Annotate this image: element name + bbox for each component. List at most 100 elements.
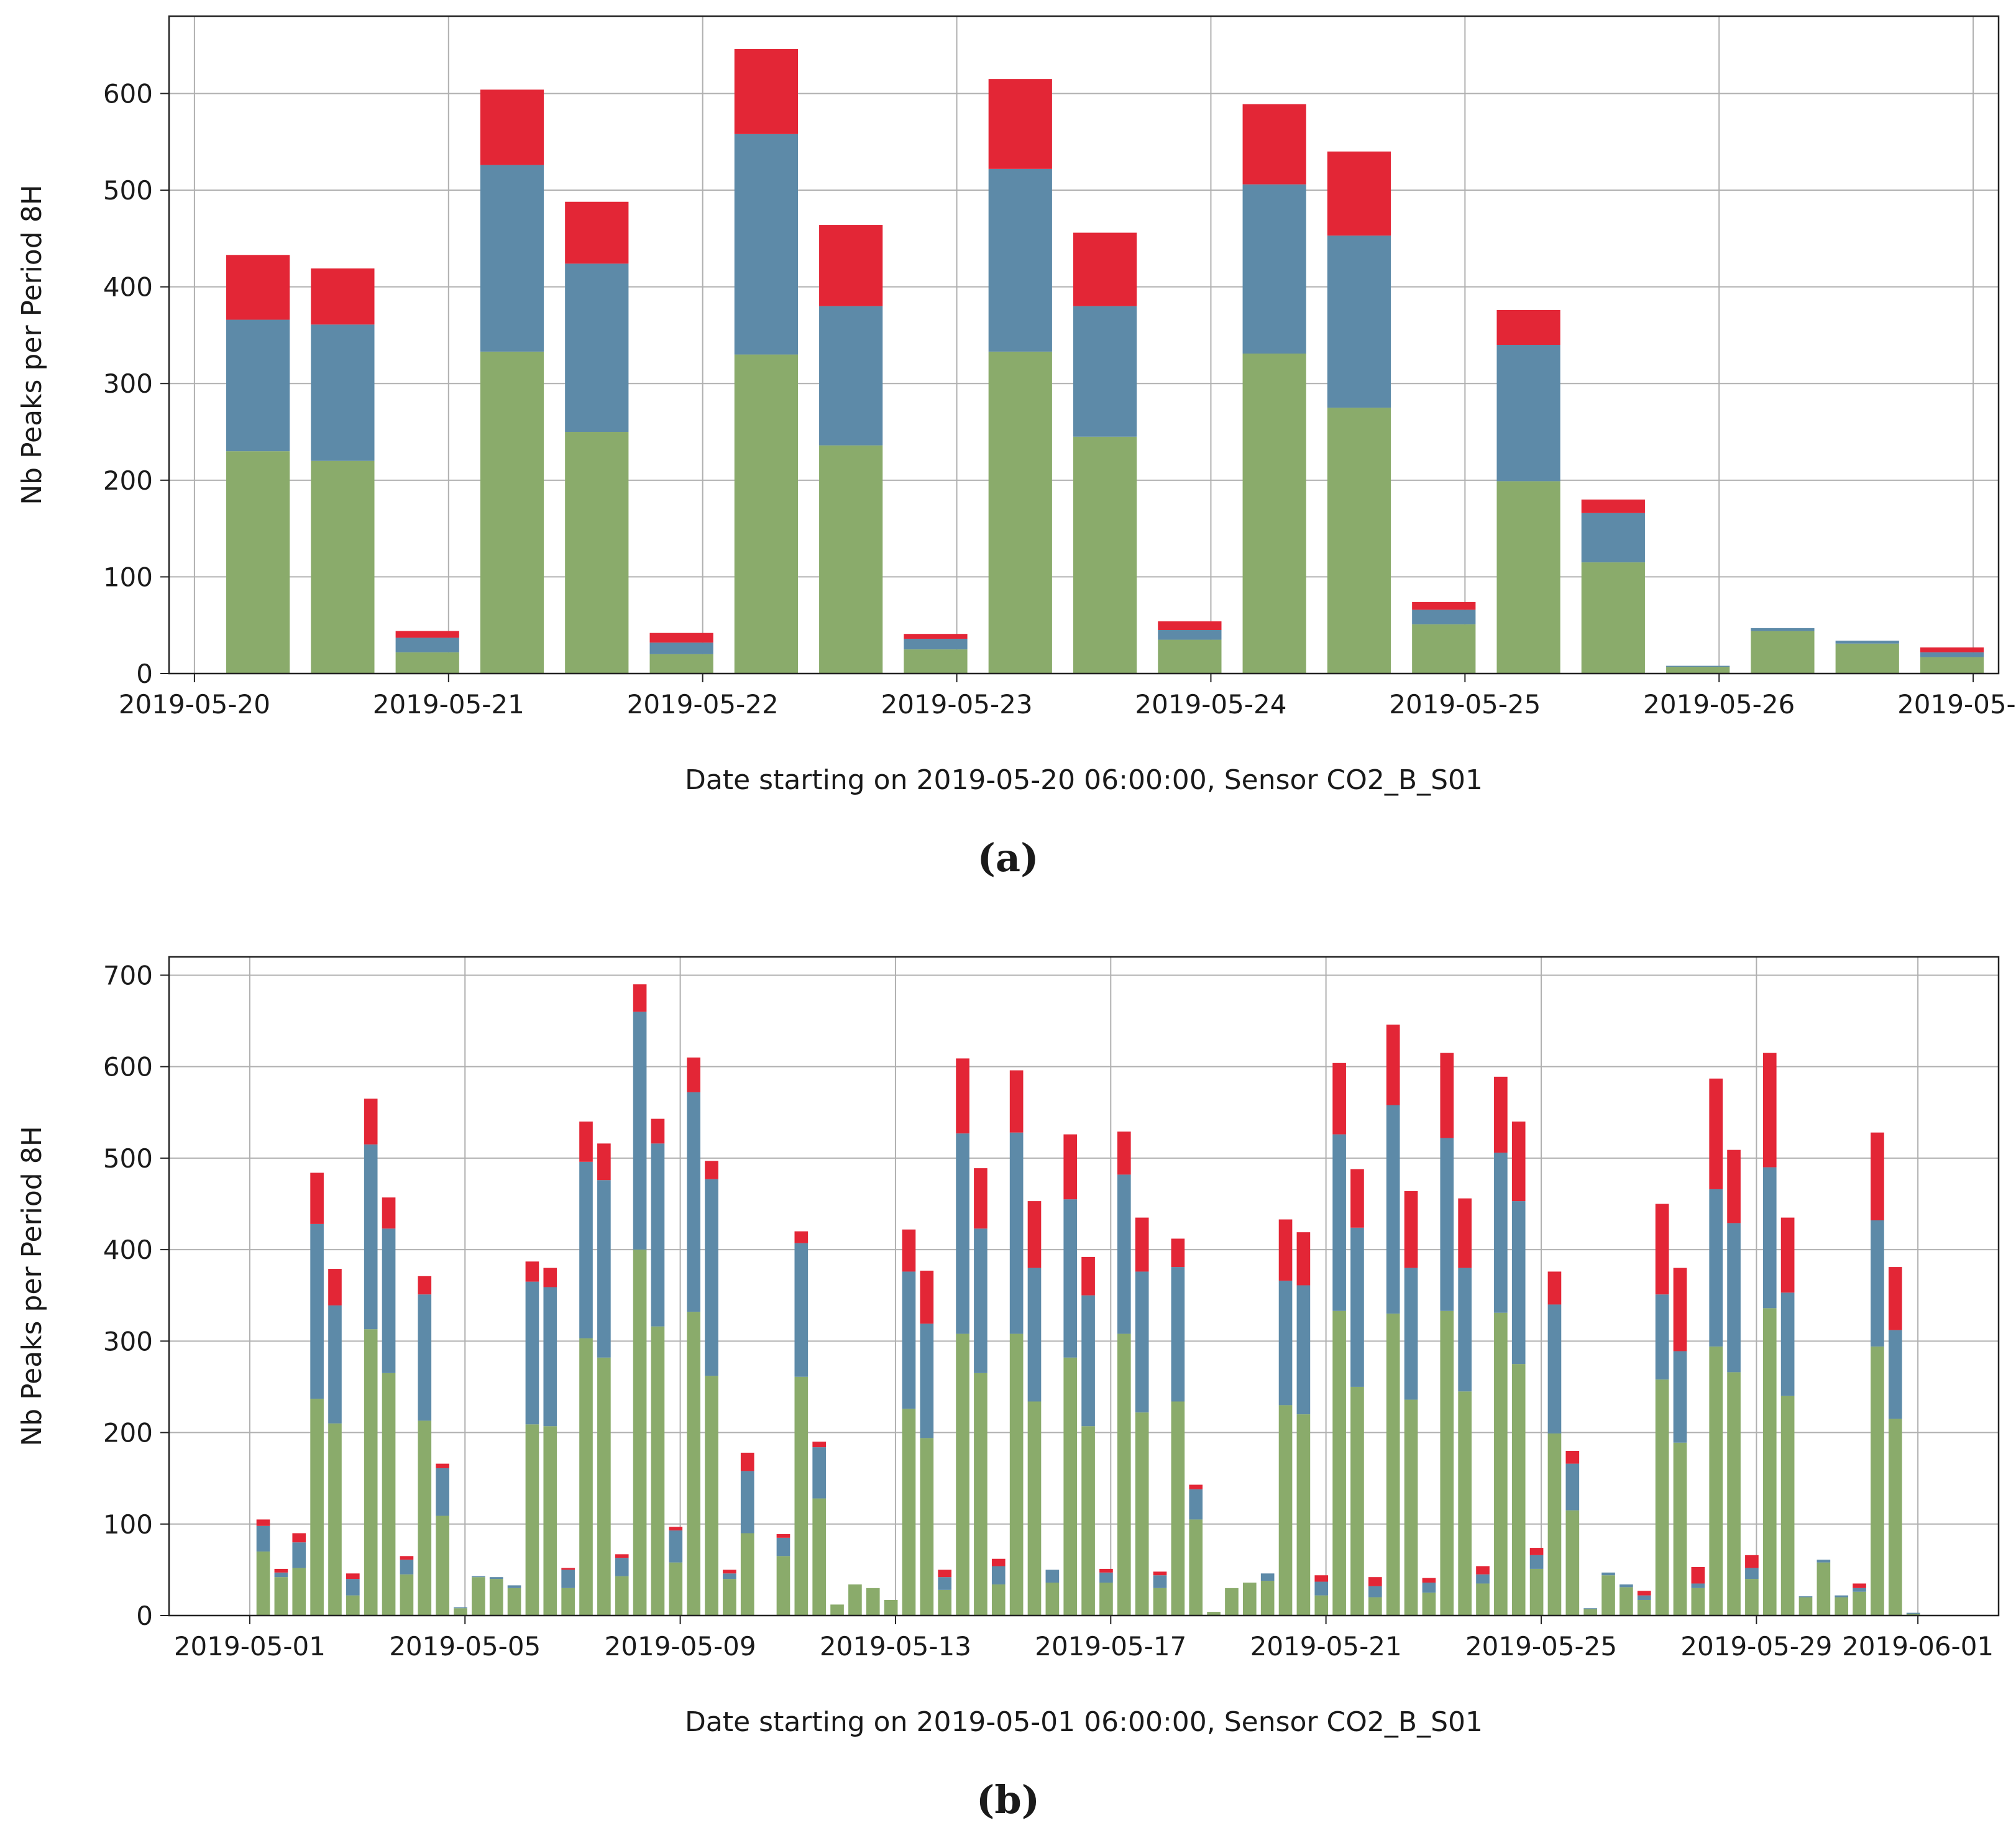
bar-blue [1189,1489,1203,1520]
bar-blue [561,1570,575,1588]
bar-red [1920,647,1984,652]
y-tick-label: 0 [136,659,153,689]
bar-green [1412,624,1476,674]
bar-blue [1332,1134,1346,1311]
bar-blue [649,642,713,654]
y-tick-label: 500 [103,175,153,206]
bar-blue [543,1287,557,1427]
bar-red [1727,1150,1741,1223]
y-axis-label: Nb Peaks per Period 8H [16,1126,48,1447]
bar-green [489,1579,503,1616]
bar-green [1368,1597,1382,1616]
bar-blue [1081,1295,1095,1427]
bar-blue [1727,1223,1741,1373]
bar-green [1583,1609,1597,1616]
bar-green [794,1376,809,1616]
bar-green [615,1576,629,1616]
bar-green [472,1577,485,1616]
bar-blue [382,1228,396,1373]
bars-a [226,48,1984,674]
bar-green [669,1562,683,1616]
bar-red [1189,1484,1203,1489]
bar-blue [991,1566,1006,1584]
x-tick-label: 2019-05-20 [119,689,270,720]
bar-blue [1835,1595,1849,1598]
bar-red [364,1099,378,1145]
bar-red [1117,1131,1131,1175]
bar-green [1158,639,1222,674]
bar-green [1673,1442,1687,1616]
bar-red [1780,1217,1795,1293]
bar-green [705,1376,718,1616]
bar-red [740,1452,754,1471]
bar-red [723,1570,736,1574]
x-tick-label: 2019-05-21 [1250,1631,1402,1662]
bar-green [274,1577,288,1616]
bar-blue [1581,513,1645,563]
bar-green [561,1588,575,1616]
x-tick-label: 2019-05-27 [1897,689,2016,720]
bar-green [1817,1562,1831,1616]
bar-red [1511,1122,1526,1202]
bar-red [1691,1566,1705,1584]
bar-green [830,1604,844,1616]
y-tick-label: 100 [103,1509,153,1540]
bar-red [480,89,544,165]
bar-red [1368,1577,1382,1586]
bar-green [1260,1581,1275,1616]
bar-blue [920,1323,934,1438]
bar-red [633,984,647,1012]
bar-blue [395,638,459,652]
bar-red [776,1534,790,1538]
bar-green [1798,1597,1813,1616]
bar-red [669,1527,683,1531]
bars-b [256,984,1920,1616]
bar-blue [364,1144,378,1330]
bar-red [328,1269,342,1305]
bar-blue [1027,1268,1042,1402]
bar-blue [1260,1573,1275,1581]
bar-blue [740,1471,754,1534]
bar-blue [1099,1572,1113,1583]
bar-green [454,1608,467,1616]
bar-blue [1511,1201,1526,1364]
bar-blue [1135,1271,1149,1413]
bar-green [1314,1595,1329,1616]
bar-red [400,1556,414,1560]
bar-red [1547,1271,1562,1305]
bar-green [1073,436,1137,674]
bar-green [1440,1310,1454,1616]
bar-green [1762,1308,1777,1616]
bar-red [687,1057,700,1092]
bar-green [1620,1587,1633,1616]
bar-green [1225,1588,1239,1616]
bar-green [1476,1583,1490,1616]
bar-green [776,1556,790,1616]
bar-green [1494,1312,1508,1616]
bar-green [543,1426,557,1616]
bar-red [794,1231,809,1243]
bar-red [651,1118,665,1144]
bar-green [1081,1426,1095,1616]
bar-red [1440,1053,1454,1138]
y-tick-label: 700 [103,960,153,990]
y-tick-label: 300 [103,1326,153,1356]
bar-blue [579,1161,593,1338]
bar-red [902,1229,916,1272]
bar-red [1063,1134,1078,1200]
bar-red [1673,1268,1687,1351]
x-tick-label: 2019-05-29 [1680,1631,1832,1662]
x-tick-label: 2019-05-01 [174,1631,326,1662]
bar-red [904,634,968,639]
x-tick-label: 2019-05-26 [1643,689,1795,720]
bar-red [274,1568,288,1573]
y-tick-label: 600 [103,1052,153,1082]
y-tick-label: 200 [103,1418,153,1448]
bar-blue [311,324,375,461]
bar-green [1871,1346,1884,1616]
bar-red [1153,1571,1167,1576]
bar-blue [1073,306,1137,437]
bar-blue [1565,1463,1580,1511]
bar-green [848,1584,862,1616]
bar-green [1496,481,1560,674]
